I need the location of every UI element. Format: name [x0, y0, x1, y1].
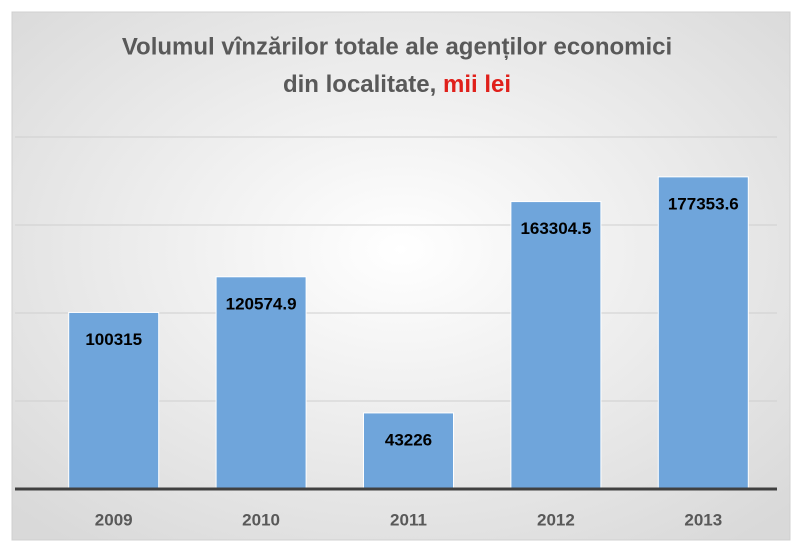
data-label: 43226 — [385, 430, 432, 449]
bar — [363, 412, 454, 490]
x-tick-label: 2011 — [390, 510, 427, 529]
chart-title-highlight: mii lei — [443, 71, 511, 98]
chart-title: Volumul vînzărilor totale ale agenților … — [122, 33, 672, 60]
x-tick-label: 2009 — [95, 510, 133, 529]
x-tick-label: 2010 — [242, 510, 280, 529]
chart-title-part: din localitate, — [283, 71, 436, 98]
chart-title-line: din localitate, mii lei — [283, 71, 511, 98]
x-tick-label: 2012 — [537, 510, 575, 529]
data-label: 177353.6 — [668, 194, 739, 213]
bar — [657, 176, 749, 490]
bar — [510, 201, 602, 490]
data-label: 163304.5 — [520, 219, 591, 238]
x-tick-label: 2013 — [684, 510, 722, 529]
data-label: 100315 — [85, 330, 142, 349]
data-label: 120574.9 — [226, 294, 297, 313]
bar — [215, 276, 307, 490]
